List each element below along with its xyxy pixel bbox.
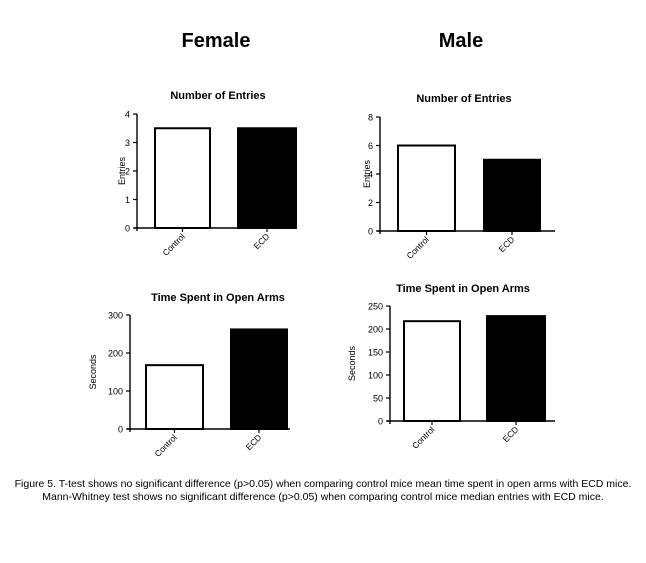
y-tick-label: 100 <box>108 387 123 397</box>
x-tick-label: ECD <box>497 234 517 254</box>
bar-ecd <box>237 127 297 229</box>
y-tick-label: 200 <box>108 349 123 359</box>
bar-ecd <box>230 328 288 430</box>
chart-title: Time Spent in Open Arms <box>396 283 530 295</box>
y-tick-label: 200 <box>368 325 383 335</box>
caption-line-2: Mann-Whitney test shows no significant d… <box>42 491 604 503</box>
caption-line-1: Figure 5. T-test shows no significant di… <box>14 478 632 490</box>
chart-title: Time Spent in Open Arms <box>151 292 285 304</box>
y-tick-label: 0 <box>368 227 373 237</box>
y-tick-label: 100 <box>368 371 383 381</box>
y-tick-label: 1 <box>125 195 130 205</box>
bar-ecd <box>486 315 546 422</box>
bar-ecd <box>483 158 541 232</box>
bar-control <box>154 127 211 229</box>
figure-caption: Figure 5. T-test shows no significant di… <box>0 478 646 504</box>
y-tick-label: 2 <box>368 198 373 208</box>
x-tick-label: Control <box>410 424 437 451</box>
y-axis-label: Seconds <box>347 345 357 381</box>
y-tick-label: 8 <box>368 113 373 123</box>
y-axis-label: Entries <box>362 159 372 188</box>
y-tick-label: 300 <box>108 311 123 321</box>
bar-control <box>145 364 204 431</box>
y-axis-label: Seconds <box>88 354 98 390</box>
y-tick-label: 6 <box>368 141 373 151</box>
x-tick-label: Control <box>160 231 187 258</box>
y-tick-label: 0 <box>125 224 130 234</box>
y-tick-label: 150 <box>368 348 383 358</box>
x-tick-label: Control <box>404 234 431 261</box>
bar-control <box>403 320 461 422</box>
y-tick-label: 2 <box>125 167 130 177</box>
y-tick-label: 4 <box>125 110 130 120</box>
y-tick-label: 0 <box>118 425 123 435</box>
x-tick-label: Control <box>152 432 179 459</box>
y-tick-label: 4 <box>368 170 373 180</box>
y-tick-label: 0 <box>378 417 383 427</box>
female-group-title: Female <box>181 30 251 52</box>
y-axis-label: Entries <box>117 156 127 185</box>
chart-title: Number of Entries <box>416 93 511 105</box>
y-tick-label: 250 <box>368 302 383 312</box>
y-tick-label: 50 <box>373 394 383 404</box>
x-tick-label: ECD <box>252 231 272 251</box>
chart-title: Number of Entries <box>170 90 265 102</box>
x-tick-label: ECD <box>501 424 521 444</box>
bar-control <box>397 144 456 232</box>
male-group-title: Male <box>438 30 484 52</box>
y-tick-label: 3 <box>125 138 130 148</box>
x-tick-label: ECD <box>244 432 264 452</box>
